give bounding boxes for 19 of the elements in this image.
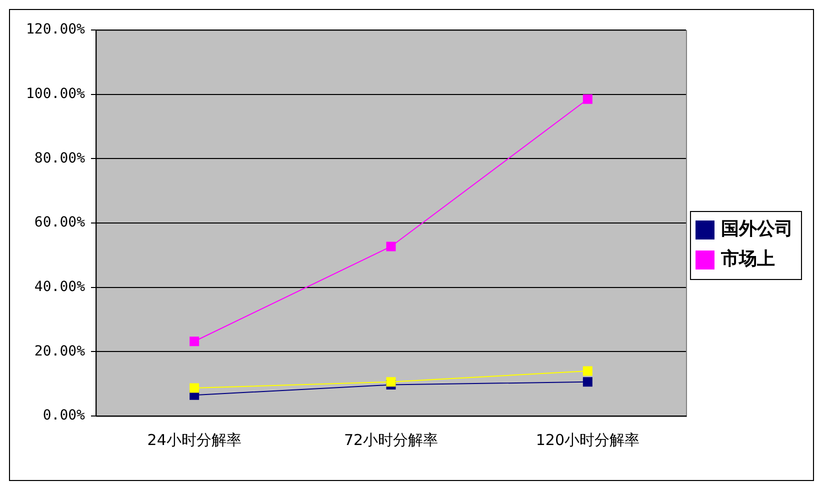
- legend-label: 国外公司: [721, 218, 793, 240]
- y-tick-label: 60.00%: [34, 214, 86, 231]
- point: [582, 94, 592, 104]
- point: [582, 377, 592, 387]
- y-tick-label: 100.00%: [26, 86, 86, 102]
- legend-label: 市场上: [720, 248, 775, 270]
- point: [190, 383, 200, 393]
- point: [582, 366, 592, 376]
- point: [190, 336, 200, 346]
- y-tick-label: 120.00%: [26, 22, 86, 38]
- point: [386, 377, 396, 387]
- point: [386, 242, 396, 252]
- y-tick-label: 20.00%: [34, 343, 86, 360]
- y-tick-label: 80.00%: [34, 150, 86, 166]
- x-tick-label: 72小时分解率: [344, 430, 438, 449]
- y-tick-label: 40.00%: [34, 278, 86, 295]
- x-tick-label: 120小时分解率: [536, 430, 640, 449]
- x-tick-label: 24小时分解率: [147, 430, 242, 449]
- y-tick-label: 0.00%: [42, 408, 86, 424]
